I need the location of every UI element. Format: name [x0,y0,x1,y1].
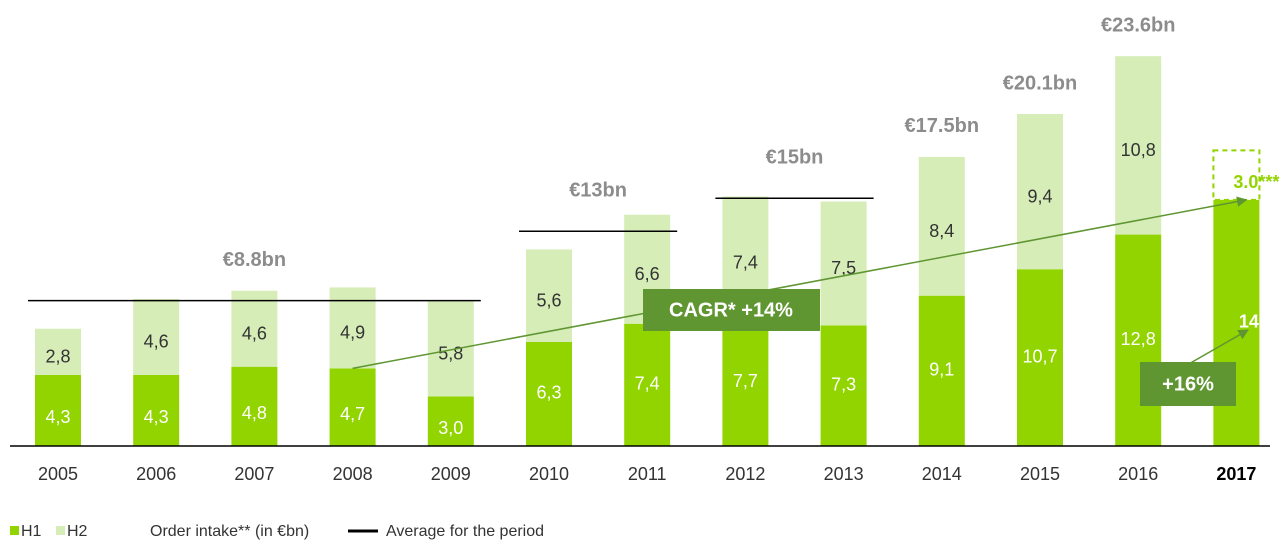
value-label: 3,0 [438,418,463,438]
value-label: 7,4 [733,252,758,272]
total-label: €20.1bn [1003,72,1077,94]
growth-box [1140,362,1236,406]
value-label: 7,3 [831,374,856,394]
average-label: €8.8bn [223,249,286,271]
bar-segment [427,396,474,446]
bar-segment [427,300,474,397]
value-label: 6,3 [536,383,561,403]
legend-swatch [10,526,19,535]
legend-title: Order intake** (in €bn) [150,523,309,540]
bar-segment [918,295,965,446]
bar-segment [624,323,671,446]
x-tick-label: 2009 [431,464,471,484]
value-label: 9,4 [1027,186,1052,206]
bar-segment [133,374,180,446]
x-tick-label: 2016 [1118,464,1158,484]
legend-average: Average for the period [386,523,544,540]
bar-segment [1115,56,1162,235]
bar-segment [329,368,376,446]
value-label: 7,4 [635,374,660,394]
bar-segment [231,366,278,446]
value-label: 4,8 [242,403,267,423]
cagr-box [643,289,820,331]
x-tick-label: 2017 [1216,464,1256,484]
bar-segment [918,156,965,296]
value-label: 6,6 [635,264,660,284]
bar-segment [35,328,81,375]
value-label: 3.0*** [1233,172,1279,192]
value-label: 2,8 [45,347,70,367]
total-label: €23.6bn [1101,14,1175,36]
bar-segment [133,298,180,375]
average-label: €13bn [569,180,627,202]
value-label: 12,8 [1121,329,1156,349]
x-tick-label: 2010 [529,464,569,484]
legend-label: H2 [67,523,88,540]
x-tick-label: 2014 [922,464,962,484]
cagr-label: CAGR* +14% [669,299,793,321]
cagr-arrow [352,196,1248,370]
bar-segment [526,341,572,446]
average-label: €15bn [766,147,824,169]
total-label: €17.5bn [905,115,979,137]
value-label: 10,7 [1022,346,1057,366]
value-label: 8,4 [929,221,954,241]
x-tick-label: 2008 [333,464,373,484]
value-label: 9,1 [929,360,954,380]
x-tick-label: 2006 [136,464,176,484]
bar-segment [1017,113,1063,270]
value-label: 5,8 [438,343,463,363]
value-label: 4,6 [144,332,169,352]
value-label: 10,8 [1121,140,1156,160]
bar-segment [35,374,81,446]
value-label: 5,6 [536,290,561,310]
x-tick-label: 2007 [234,464,274,484]
bar-segment [820,325,867,446]
value-label: 4,3 [45,407,70,427]
value-label: 4,9 [340,323,365,343]
x-tick-label: 2013 [824,464,864,484]
value-label: 4,6 [242,323,267,343]
growth-label: +16% [1162,373,1214,395]
bar-segment [1017,269,1063,446]
value-label: 7,5 [831,258,856,278]
bar-segment [231,290,278,367]
x-tick-label: 2012 [725,464,765,484]
x-tick-label: 2011 [628,464,667,484]
value-label: 4,7 [340,404,365,424]
value-label: 14,9 [1239,312,1274,332]
bar-segment [526,249,572,342]
legend-swatch [56,526,65,535]
value-label: 4,3 [144,407,169,427]
legend-label: H1 [21,523,42,540]
x-tick-label: 2015 [1020,464,1060,484]
bar-segment [722,318,769,446]
bar-segment [1115,234,1162,446]
bar-segment [820,201,867,326]
value-label: 7,7 [733,371,758,391]
x-tick-label: 2005 [38,464,78,484]
